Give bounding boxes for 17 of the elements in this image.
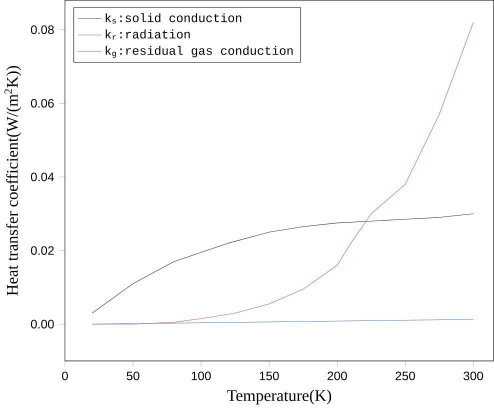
legend-label: k$_{r}$:radiation — [106, 30, 190, 40]
y-axis-title: Heat transfer coefficient(W/(m$^{2}$K)) — [4, 66, 22, 296]
x-tick-label: 100 — [192, 372, 211, 380]
y-tick-label: 0.08 — [30, 25, 54, 34]
x-tick-label: 0 — [62, 372, 68, 380]
y-tick-label: 0.04 — [30, 172, 54, 182]
legend-label: k$_{g}$:residual gas conduction — [106, 46, 293, 58]
x-tick-label: 300 — [464, 372, 484, 380]
x-axis-title: Temperature(K) — [227, 390, 332, 404]
x-tick-label: 250 — [396, 372, 415, 380]
legend-label: k$_{s}$:solid conduction — [106, 13, 242, 24]
y-tick-label: 0.00 — [30, 320, 54, 329]
y-tick-label: 0.02 — [30, 246, 54, 255]
x-tick-label: 150 — [260, 372, 279, 380]
x-tick-label: 200 — [328, 372, 347, 380]
x-tick-label: 50 — [126, 372, 140, 380]
y-tick-label: 0.06 — [30, 99, 54, 108]
